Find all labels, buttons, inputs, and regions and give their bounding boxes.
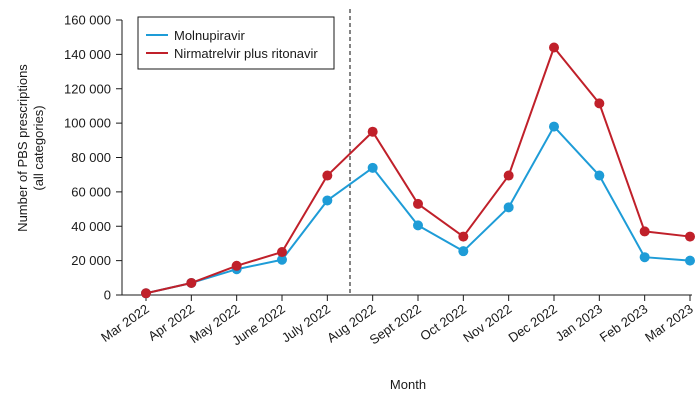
y-tick-label: 0	[104, 288, 111, 303]
legend: Molnupiravir Nirmatrelvir plus ritonavir	[137, 16, 335, 70]
x-tick-label: Feb 2023	[597, 301, 651, 345]
y-tick-label: 160 000	[64, 13, 111, 28]
legend-label-molnupiravir: Molnupiravir	[174, 28, 245, 43]
data-point-nirmatrelvir-plus-ritonavir	[594, 98, 605, 109]
data-point-molnupiravir	[594, 170, 605, 181]
y-axis: 0 20 000 40 000 60 000 80 000 100 000 120 000 1…	[64, 13, 123, 303]
data-point-nirmatrelvir-plus-ritonavir	[458, 231, 469, 242]
data-point-nirmatrelvir-plus-ritonavir	[413, 198, 423, 209]
y-axis-title: Number of PBS prescriptions (all categor…	[15, 64, 46, 232]
data-point-nirmatrelvir-plus-ritonavir	[186, 277, 197, 288]
y-tick-label: 120 000	[64, 81, 111, 96]
data-point-nirmatrelvir-plus-ritonavir	[503, 170, 514, 181]
x-tick-label: Nov 2022	[460, 301, 514, 345]
data-point-nirmatrelvir-plus-ritonavir	[277, 247, 287, 258]
legend-box	[137, 16, 335, 70]
x-tick-label: Jan 2023	[553, 301, 605, 344]
x-tick-label: Dec 2022	[506, 301, 560, 345]
x-tick-label: Mar 2023	[642, 301, 696, 345]
data-point-molnupiravir	[685, 255, 695, 266]
data-point-molnupiravir	[639, 252, 650, 263]
data-point-nirmatrelvir-plus-ritonavir	[639, 226, 650, 237]
data-point-nirmatrelvir-plus-ritonavir	[141, 288, 151, 299]
data-point-molnupiravir	[413, 220, 423, 231]
data-point-molnupiravir	[322, 195, 333, 206]
data-point-molnupiravir	[549, 121, 559, 132]
data-point-molnupiravir	[503, 202, 514, 213]
y-axis-title-line-2: (all categories)	[31, 105, 46, 190]
data-point-nirmatrelvir-plus-ritonavir	[322, 170, 333, 181]
data-point-molnupiravir	[277, 254, 287, 265]
x-tick-label: Oct 2022	[417, 301, 469, 344]
data-point-molnupiravir	[367, 162, 378, 173]
data-point-nirmatrelvir-plus-ritonavir	[685, 231, 695, 242]
y-tick-label: 40 000	[71, 219, 111, 234]
x-tick-label: Mar 2022	[98, 301, 152, 345]
data-point-nirmatrelvir-plus-ritonavir	[549, 42, 559, 53]
data-point-nirmatrelvir-plus-ritonavir	[367, 126, 378, 137]
y-tick-label: 100 000	[64, 116, 111, 131]
series-line-nirmatrelvir-plus-ritonavir	[145, 46, 691, 295]
x-tick-label: July 2022	[279, 301, 333, 345]
data-point-molnupiravir	[458, 246, 469, 257]
x-axis-title: Month	[390, 377, 426, 392]
y-tick-label: 60 000	[71, 184, 111, 199]
data-point-nirmatrelvir-plus-ritonavir	[231, 260, 242, 271]
y-tick-label: 80 000	[71, 150, 111, 165]
y-axis-title-line-1: Number of PBS prescriptions	[15, 64, 30, 232]
legend-label-nirmatrelvir: Nirmatrelvir plus ritonavir	[174, 46, 318, 61]
y-tick-label: 20 000	[71, 253, 111, 268]
series-layer	[141, 42, 695, 299]
x-tick-label: Sept 2022	[367, 301, 424, 347]
y-tick-label: 140 000	[64, 47, 111, 62]
